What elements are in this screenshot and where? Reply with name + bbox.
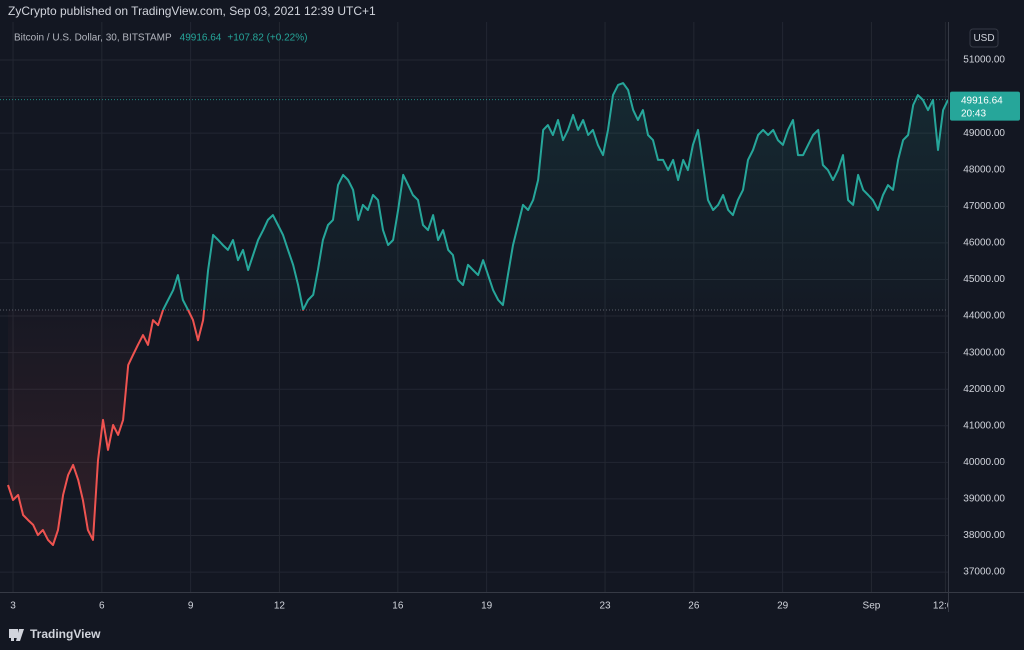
publisher: ZyCrypto published on TradingView.com, S… <box>8 4 376 18</box>
y-tick-label: 51000.00 <box>963 55 1005 66</box>
x-tick-label: 16 <box>392 601 404 612</box>
x-tick-label: 19 <box>481 601 493 612</box>
y-tick-label: 43000.00 <box>963 347 1005 358</box>
y-tick-label: 38000.00 <box>963 530 1005 541</box>
price-tag-value: 49916.64 <box>961 95 1003 106</box>
price-tag <box>950 91 1020 121</box>
y-tick-label: 37000.00 <box>963 567 1005 578</box>
x-tick-label: 6 <box>99 601 105 612</box>
logo <box>9 629 24 641</box>
brand: TradingView <box>30 627 101 641</box>
x-tick-label: 23 <box>599 601 611 612</box>
x-tick-label: Sep <box>863 601 881 612</box>
footer <box>0 612 1024 650</box>
y-tick-label: 39000.00 <box>963 494 1005 505</box>
x-tick-label: 26 <box>688 601 700 612</box>
x-tick-label: 3 <box>10 601 16 612</box>
y-tick-label: 47000.00 <box>963 201 1005 212</box>
countdown: 20:43 <box>961 108 986 119</box>
y-tick-label: 46000.00 <box>963 238 1005 249</box>
y-tick-label: 48000.00 <box>963 164 1005 175</box>
x-tick-label: 9 <box>188 601 194 612</box>
x-tick-label: 29 <box>777 601 789 612</box>
y-tick-label: 40000.00 <box>963 457 1005 468</box>
currency-box[interactable] <box>969 28 999 48</box>
y-tick-label: 42000.00 <box>963 384 1005 395</box>
x-tick-label: 12:00 <box>933 601 958 612</box>
symbol: Bitcoin / U.S. Dollar, 30, BITSTAMP <box>14 33 172 44</box>
y-tick-label: 45000.00 <box>963 274 1005 285</box>
y-tick-label: 44000.00 <box>963 311 1005 322</box>
price-line <box>7 82 950 546</box>
currency[interactable]: USD <box>973 33 994 44</box>
area <box>8 83 949 545</box>
last-price: 49916.64 <box>180 33 222 44</box>
x-tick-label: 12 <box>274 601 286 612</box>
change: +107.82 (+0.22%) <box>227 33 307 44</box>
y-tick-label: 41000.00 <box>963 420 1005 431</box>
y-tick-label: 49000.00 <box>963 128 1005 139</box>
